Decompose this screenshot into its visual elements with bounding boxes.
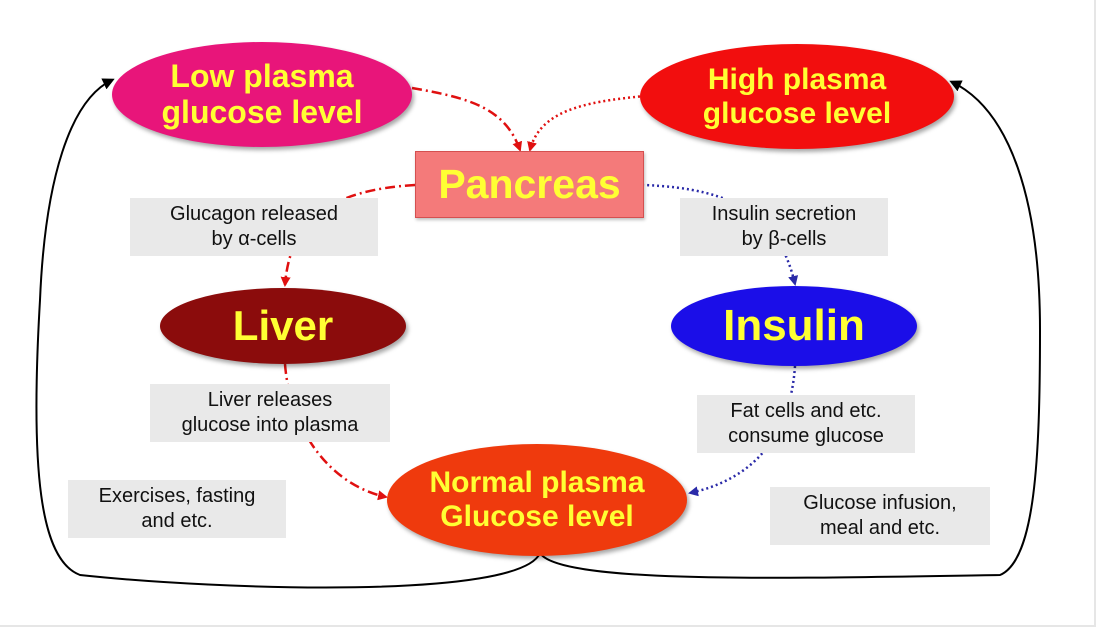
liver-text: Liver <box>232 302 334 350</box>
exercise-label: Exercises, fasting and etc. <box>68 480 286 538</box>
pancreas-text: Pancreas <box>438 161 621 207</box>
liver-node: Liver <box>160 288 406 364</box>
liver-release-label-text: Liver releases glucose into plasma <box>181 389 359 436</box>
normal-glucose-text: Normal plasma Glucose level <box>429 466 645 533</box>
fat-cells-label: Fat cells and etc. consume glucose <box>697 395 915 453</box>
insulin-node: Insulin <box>671 286 917 366</box>
normal-glucose-node: Normal plasma Glucose level <box>387 444 687 556</box>
infusion-label-text: Glucose infusion, meal and etc. <box>803 492 957 539</box>
insulin-secretion-label: Insulin secretion by β-cells <box>680 198 888 256</box>
high-glucose-text: High plasma glucose level <box>702 62 892 130</box>
insulin-secretion-label-text: Insulin secretion by β-cells <box>711 203 857 250</box>
high-glucose-node: High plasma glucose level <box>640 44 954 149</box>
low-to-pancreas-arrow <box>411 86 523 152</box>
pancreas-to-insulin-arrow <box>641 183 799 286</box>
glucagon-label-text: Glucagon released by α-cells <box>170 203 338 250</box>
pancreas-node: Pancreas <box>415 151 644 218</box>
insulin-text: Insulin <box>723 301 865 351</box>
fat-cells-label-text: Fat cells and etc. consume glucose <box>728 400 884 447</box>
infusion-label: Glucose infusion, meal and etc. <box>770 487 990 545</box>
liver-release-label: Liver releases glucose into plasma <box>150 384 390 442</box>
glucagon-label: Glucagon released by α-cells <box>130 198 378 256</box>
low-glucose-node: Low plasma glucose level <box>112 42 412 147</box>
high-to-pancreas-arrow <box>527 94 646 152</box>
insulin-to-normal-arrow <box>688 365 797 497</box>
exercise-label-text: Exercises, fasting and etc. <box>98 485 256 532</box>
low-glucose-text: Low plasma glucose level <box>161 57 363 130</box>
exercise-loop-arrow <box>35 78 541 589</box>
infusion-loop-arrow <box>539 80 1042 579</box>
